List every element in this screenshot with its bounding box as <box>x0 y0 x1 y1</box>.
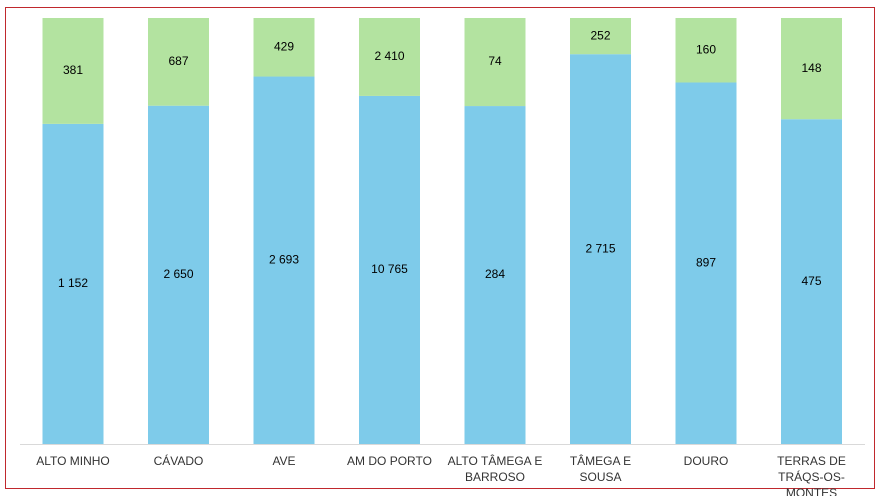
bar-segment <box>148 105 209 445</box>
data-label: 148 <box>801 61 821 75</box>
data-label: 1 152 <box>58 276 88 290</box>
bar-segment <box>570 54 631 444</box>
x-tick-label: CÁVADO <box>153 454 204 468</box>
data-label: 10 765 <box>371 262 408 276</box>
bar-segment <box>359 18 420 96</box>
bar-segment <box>570 18 631 55</box>
data-label: 2 693 <box>269 252 299 266</box>
data-label: 429 <box>274 39 294 53</box>
bar-segment <box>42 18 104 124</box>
bar-segment <box>675 82 737 445</box>
bar-segment <box>359 95 420 444</box>
data-label: 74 <box>488 54 502 68</box>
data-label: 381 <box>63 63 83 77</box>
x-tick-label: AVE <box>272 454 296 468</box>
data-label: 2 650 <box>163 267 193 281</box>
data-label: 687 <box>168 54 188 68</box>
bar-segment <box>253 18 315 77</box>
data-label: 475 <box>801 274 821 288</box>
bar-segment <box>781 119 842 444</box>
bar-segment <box>42 123 104 444</box>
data-label: 897 <box>696 255 716 269</box>
data-label: 2 715 <box>585 241 615 255</box>
x-tick-label: ALTO MINHO <box>36 454 110 468</box>
bar-segment <box>253 76 315 444</box>
bar-segment <box>148 18 209 106</box>
bar-segment <box>464 106 526 445</box>
x-tick-label: TERRAS DE TRÁQS-OS-MONTES <box>777 454 846 496</box>
x-tick-label: TÂMEGA E SOUSA <box>569 454 632 484</box>
data-label: 252 <box>590 28 610 42</box>
data-label: 2 410 <box>374 49 404 63</box>
x-tick-label: AM DO PORTO <box>347 454 432 468</box>
data-label: 284 <box>485 267 505 281</box>
x-tick-label: DOURO <box>683 454 729 468</box>
data-label: 160 <box>696 42 716 56</box>
bar-segment <box>781 18 842 120</box>
bar-segment <box>675 18 737 83</box>
x-tick-label: ALTO TÂMEGA E BARROSO <box>447 454 543 484</box>
chart-frame <box>5 7 875 489</box>
bar-segment <box>464 18 526 107</box>
